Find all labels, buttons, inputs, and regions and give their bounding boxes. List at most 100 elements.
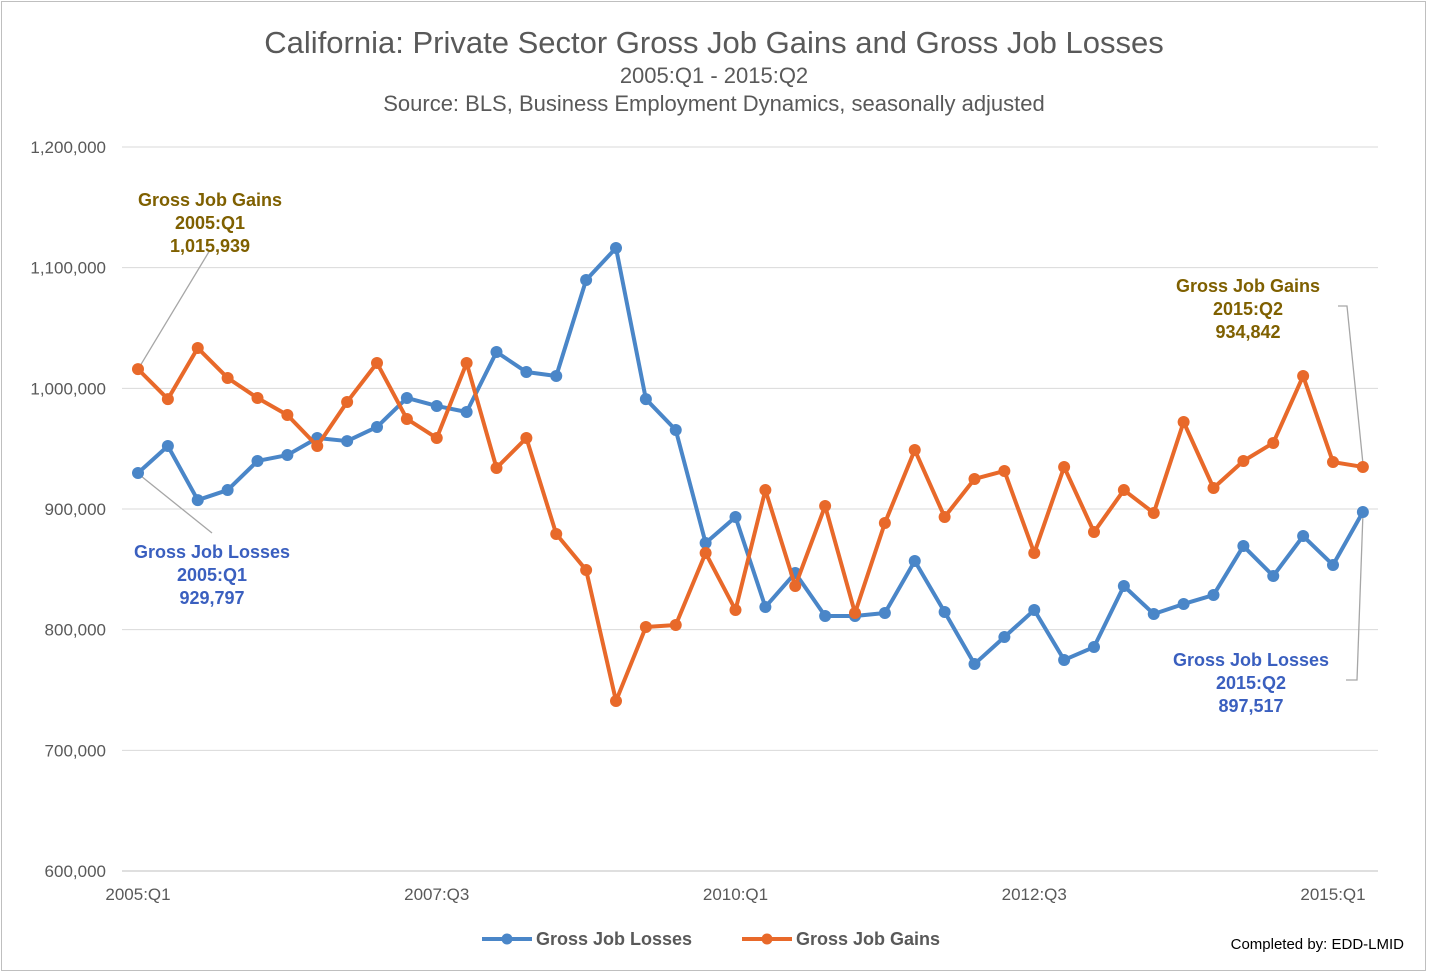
x-tick-label: 2007:Q3	[404, 885, 469, 904]
x-tick-label: 2012:Q3	[1002, 885, 1067, 904]
gross-job-gains-point	[221, 371, 234, 384]
gross-job-gains-point	[251, 391, 264, 404]
gross-job-gains-point	[1356, 460, 1369, 473]
gross-job-losses-point	[191, 494, 204, 507]
gross-job-losses-point	[161, 440, 174, 453]
gross-job-losses-point	[400, 391, 413, 404]
data-label-annotation: 2005:Q1	[177, 565, 247, 585]
gross-job-losses-point	[1356, 505, 1369, 518]
data-label-annotation: Gross Job Losses	[134, 542, 290, 562]
gross-job-gains-point	[1267, 436, 1280, 449]
gross-job-losses-point	[550, 370, 563, 383]
gross-job-gains-point	[968, 472, 981, 485]
data-label-annotation: 2015:Q2	[1216, 673, 1286, 693]
credit-text: Completed by: EDD-LMID	[1231, 936, 1405, 953]
gross-job-gains-point	[161, 393, 174, 406]
gross-job-losses-point	[1237, 540, 1250, 553]
gross-job-gains-point	[430, 432, 443, 445]
gross-job-gains-point	[789, 579, 802, 592]
y-tick-label: 1,200,000	[30, 138, 106, 157]
gross-job-losses-point	[1327, 558, 1339, 571]
gross-job-losses-point	[1147, 607, 1160, 620]
gross-job-losses-point	[1177, 597, 1190, 610]
gross-job-gains-point	[878, 516, 891, 529]
gross-job-gains-point	[1028, 547, 1041, 560]
gross-job-gains-point	[639, 621, 652, 634]
gross-job-losses-point	[998, 631, 1011, 644]
gross-job-gains-point	[938, 510, 951, 523]
gross-job-gains-point	[1207, 482, 1220, 495]
gross-job-gains-point	[1177, 415, 1190, 428]
gross-job-losses-point	[221, 484, 234, 497]
gross-job-losses-point	[938, 606, 951, 619]
gross-job-losses-point	[639, 393, 652, 406]
gross-job-losses-point	[251, 454, 264, 467]
gross-job-losses-point	[1207, 589, 1220, 602]
gross-job-gains-point	[759, 484, 772, 497]
gross-job-gains-point	[520, 432, 533, 445]
gross-job-gains-point	[1237, 454, 1250, 467]
gross-job-gains-point	[908, 443, 921, 456]
gross-job-losses-point	[132, 467, 144, 480]
data-label-annotation: 2015:Q2	[1213, 299, 1283, 319]
data-label-annotation: Gross Job Losses	[1173, 650, 1329, 670]
gross-job-gains-point	[132, 363, 144, 376]
x-tick-label: 2010:Q1	[703, 885, 768, 904]
gross-job-losses-point	[341, 435, 354, 448]
gross-job-losses-point	[729, 510, 742, 523]
gross-job-gains-point	[281, 409, 294, 422]
x-tick-label: 2015:Q1	[1300, 885, 1365, 904]
gross-job-losses-point	[1088, 641, 1100, 654]
chart-subtitle: 2005:Q1 - 2015:Q2	[620, 63, 808, 88]
gross-job-losses-point	[1267, 569, 1280, 582]
gross-job-gains-point	[729, 603, 742, 616]
annotation-leader-line	[1346, 515, 1364, 681]
data-label-annotation: 2005:Q1	[175, 213, 245, 233]
y-tick-label: 600,000	[45, 862, 106, 881]
gross-job-gains-point	[819, 499, 832, 512]
gross-job-losses-point	[878, 607, 891, 620]
gross-job-gains-point	[1327, 456, 1339, 469]
gross-job-gains-point	[610, 694, 622, 707]
gross-job-gains-line	[136, 346, 1364, 703]
gross-job-gains-point	[998, 464, 1011, 477]
data-label-annotation: Gross Job Gains	[1176, 276, 1320, 296]
annotation-leader-line	[139, 249, 211, 367]
gross-job-losses-point	[371, 420, 383, 433]
gross-job-losses-point	[430, 399, 443, 412]
y-tick-label: 700,000	[45, 741, 106, 760]
y-tick-label: 800,000	[45, 621, 106, 640]
gross-job-gains-point	[1147, 506, 1160, 519]
annotation-leader-line	[140, 475, 213, 534]
legend-label: Gross Job Gains	[796, 929, 940, 949]
gross-job-gains-point	[669, 618, 682, 631]
data-label-annotation: Gross Job Gains	[138, 190, 282, 210]
data-label-annotation: 929,797	[179, 588, 244, 608]
gross-job-gains-point	[371, 356, 383, 369]
gross-job-gains-point	[550, 527, 563, 540]
gross-job-gains-point	[490, 461, 503, 474]
legend-marker	[501, 933, 513, 945]
gross-job-losses-point	[490, 346, 503, 359]
gross-job-gains-point	[191, 342, 204, 355]
gross-job-gains-point	[1297, 370, 1310, 383]
gross-job-losses-point	[1117, 579, 1130, 592]
data-label-annotation: 934,842	[1215, 322, 1280, 342]
gross-job-losses-point	[460, 405, 473, 418]
gross-job-losses-point	[1297, 530, 1310, 543]
data-label-annotation: 1,015,939	[170, 236, 250, 256]
gross-job-losses-point	[968, 658, 981, 671]
x-tick-label: 2005:Q1	[105, 885, 170, 904]
y-tick-label: 1,000,000	[30, 379, 106, 398]
gross-job-gains-point	[1088, 526, 1100, 539]
gross-job-losses-point	[759, 600, 772, 613]
annotation-leader-line	[1338, 305, 1364, 464]
y-tick-label: 900,000	[45, 500, 106, 519]
gross-job-gains-point	[341, 395, 354, 408]
gross-job-gains-point	[699, 547, 712, 560]
chart-source: Source: BLS, Business Employment Dynamic…	[383, 91, 1045, 116]
gross-job-losses-point	[699, 537, 712, 550]
gross-job-losses-point	[1028, 603, 1041, 616]
